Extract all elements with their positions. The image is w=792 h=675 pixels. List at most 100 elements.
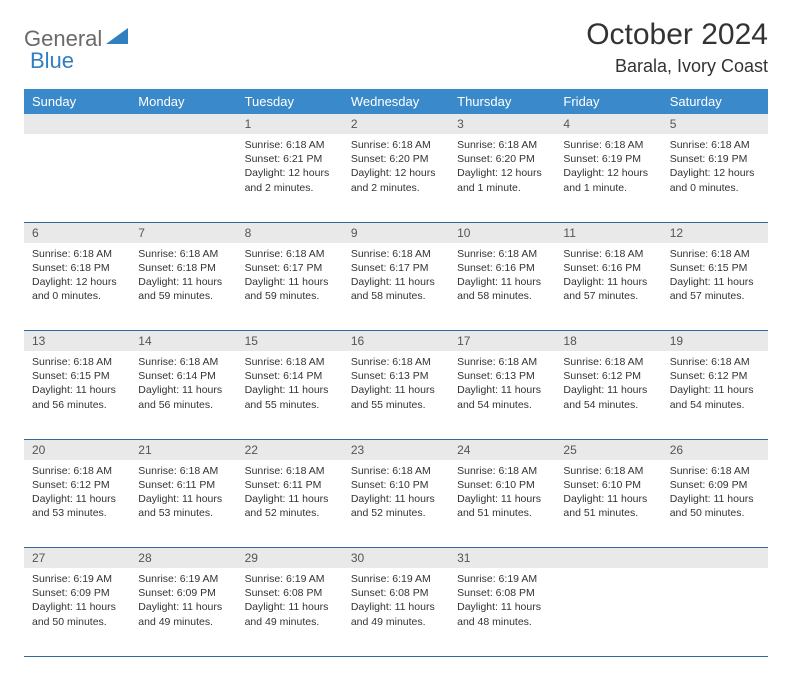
sunset-line: Sunset: 6:10 PM (457, 478, 547, 492)
daylight-line: Daylight: 11 hours and 52 minutes. (245, 492, 335, 520)
day-body-row: Sunrise: 6:18 AMSunset: 6:15 PMDaylight:… (24, 351, 768, 439)
sunrise-line: Sunrise: 6:18 AM (245, 355, 335, 369)
day-details: Sunrise: 6:18 AMSunset: 6:19 PMDaylight:… (555, 134, 661, 201)
day-cell: Sunrise: 6:18 AMSunset: 6:10 PMDaylight:… (449, 460, 555, 548)
sunrise-line: Sunrise: 6:18 AM (457, 138, 547, 152)
daylight-line: Daylight: 11 hours and 51 minutes. (457, 492, 547, 520)
sunset-line: Sunset: 6:19 PM (670, 152, 760, 166)
day-body-row: Sunrise: 6:19 AMSunset: 6:09 PMDaylight:… (24, 568, 768, 656)
day-number: 12 (662, 222, 768, 243)
day-number: 16 (343, 331, 449, 352)
day-cell: Sunrise: 6:18 AMSunset: 6:19 PMDaylight:… (555, 134, 661, 222)
sunset-line: Sunset: 6:14 PM (138, 369, 228, 383)
day-number: 27 (24, 548, 130, 569)
day-body-row: Sunrise: 6:18 AMSunset: 6:21 PMDaylight:… (24, 134, 768, 222)
day-details: Sunrise: 6:18 AMSunset: 6:18 PMDaylight:… (24, 243, 130, 310)
daylight-line: Daylight: 11 hours and 53 minutes. (32, 492, 122, 520)
day-cell: Sunrise: 6:18 AMSunset: 6:21 PMDaylight:… (237, 134, 343, 222)
day-number: 14 (130, 331, 236, 352)
day-cell: Sunrise: 6:18 AMSunset: 6:15 PMDaylight:… (662, 243, 768, 331)
daylight-line: Daylight: 12 hours and 0 minutes. (670, 166, 760, 194)
daylight-line: Daylight: 11 hours and 53 minutes. (138, 492, 228, 520)
day-details: Sunrise: 6:18 AMSunset: 6:15 PMDaylight:… (662, 243, 768, 310)
sunrise-line: Sunrise: 6:19 AM (32, 572, 122, 586)
day-details: Sunrise: 6:18 AMSunset: 6:09 PMDaylight:… (662, 460, 768, 527)
day-details: Sunrise: 6:18 AMSunset: 6:13 PMDaylight:… (343, 351, 449, 418)
daylight-line: Daylight: 11 hours and 59 minutes. (138, 275, 228, 303)
sunset-line: Sunset: 6:09 PM (670, 478, 760, 492)
daylight-line: Daylight: 11 hours and 57 minutes. (563, 275, 653, 303)
day-cell: Sunrise: 6:18 AMSunset: 6:13 PMDaylight:… (449, 351, 555, 439)
day-cell: Sunrise: 6:18 AMSunset: 6:12 PMDaylight:… (24, 460, 130, 548)
day-cell (24, 134, 130, 222)
day-details: Sunrise: 6:18 AMSunset: 6:17 PMDaylight:… (237, 243, 343, 310)
daylight-line: Daylight: 11 hours and 57 minutes. (670, 275, 760, 303)
sunrise-line: Sunrise: 6:18 AM (32, 355, 122, 369)
day-number: 4 (555, 114, 661, 134)
sunset-line: Sunset: 6:14 PM (245, 369, 335, 383)
day-details: Sunrise: 6:18 AMSunset: 6:10 PMDaylight:… (449, 460, 555, 527)
daylight-line: Daylight: 11 hours and 49 minutes. (351, 600, 441, 628)
day-cell: Sunrise: 6:18 AMSunset: 6:15 PMDaylight:… (24, 351, 130, 439)
day-number: 10 (449, 222, 555, 243)
sunrise-line: Sunrise: 6:18 AM (245, 464, 335, 478)
sunrise-line: Sunrise: 6:18 AM (138, 247, 228, 261)
day-cell: Sunrise: 6:18 AMSunset: 6:16 PMDaylight:… (555, 243, 661, 331)
sunset-line: Sunset: 6:10 PM (351, 478, 441, 492)
day-details: Sunrise: 6:19 AMSunset: 6:09 PMDaylight:… (130, 568, 236, 635)
day-number: 13 (24, 331, 130, 352)
sunrise-line: Sunrise: 6:19 AM (351, 572, 441, 586)
day-number-row: 2728293031 (24, 548, 768, 569)
day-details: Sunrise: 6:18 AMSunset: 6:11 PMDaylight:… (130, 460, 236, 527)
sunrise-line: Sunrise: 6:18 AM (245, 247, 335, 261)
sunset-line: Sunset: 6:13 PM (457, 369, 547, 383)
sunrise-line: Sunrise: 6:19 AM (245, 572, 335, 586)
day-cell: Sunrise: 6:18 AMSunset: 6:17 PMDaylight:… (237, 243, 343, 331)
sunset-line: Sunset: 6:11 PM (138, 478, 228, 492)
sunset-line: Sunset: 6:17 PM (351, 261, 441, 275)
daylight-line: Daylight: 11 hours and 50 minutes. (670, 492, 760, 520)
sunrise-line: Sunrise: 6:18 AM (351, 138, 441, 152)
brand-triangle-icon (106, 28, 132, 51)
day-number: 22 (237, 439, 343, 460)
daylight-line: Daylight: 11 hours and 50 minutes. (32, 600, 122, 628)
day-cell: Sunrise: 6:18 AMSunset: 6:19 PMDaylight:… (662, 134, 768, 222)
day-details: Sunrise: 6:19 AMSunset: 6:09 PMDaylight:… (24, 568, 130, 635)
day-number: 2 (343, 114, 449, 134)
weekday-header-row: Sunday Monday Tuesday Wednesday Thursday… (24, 89, 768, 114)
weekday-header: Wednesday (343, 89, 449, 114)
day-number (662, 548, 768, 569)
sunset-line: Sunset: 6:12 PM (670, 369, 760, 383)
day-number (24, 114, 130, 134)
sunset-line: Sunset: 6:12 PM (32, 478, 122, 492)
brand-part2: Blue (30, 48, 74, 73)
day-details: Sunrise: 6:19 AMSunset: 6:08 PMDaylight:… (449, 568, 555, 635)
sunrise-line: Sunrise: 6:18 AM (245, 138, 335, 152)
day-cell: Sunrise: 6:18 AMSunset: 6:18 PMDaylight:… (24, 243, 130, 331)
weekday-header: Monday (130, 89, 236, 114)
day-number (555, 548, 661, 569)
day-details: Sunrise: 6:18 AMSunset: 6:19 PMDaylight:… (662, 134, 768, 201)
day-details: Sunrise: 6:18 AMSunset: 6:21 PMDaylight:… (237, 134, 343, 201)
daylight-line: Daylight: 12 hours and 2 minutes. (245, 166, 335, 194)
day-number: 30 (343, 548, 449, 569)
day-details: Sunrise: 6:18 AMSunset: 6:14 PMDaylight:… (237, 351, 343, 418)
day-number: 24 (449, 439, 555, 460)
day-details: Sunrise: 6:19 AMSunset: 6:08 PMDaylight:… (343, 568, 449, 635)
day-cell: Sunrise: 6:18 AMSunset: 6:13 PMDaylight:… (343, 351, 449, 439)
day-cell: Sunrise: 6:18 AMSunset: 6:17 PMDaylight:… (343, 243, 449, 331)
header: General October 2024 Barala, Ivory Coast (24, 18, 768, 77)
weekday-header: Friday (555, 89, 661, 114)
day-details: Sunrise: 6:18 AMSunset: 6:12 PMDaylight:… (555, 351, 661, 418)
daylight-line: Daylight: 11 hours and 51 minutes. (563, 492, 653, 520)
day-number: 20 (24, 439, 130, 460)
weekday-header: Thursday (449, 89, 555, 114)
day-number: 19 (662, 331, 768, 352)
day-cell: Sunrise: 6:19 AMSunset: 6:08 PMDaylight:… (449, 568, 555, 656)
day-cell (130, 134, 236, 222)
day-details: Sunrise: 6:19 AMSunset: 6:08 PMDaylight:… (237, 568, 343, 635)
sunset-line: Sunset: 6:20 PM (351, 152, 441, 166)
day-details: Sunrise: 6:18 AMSunset: 6:20 PMDaylight:… (343, 134, 449, 201)
day-cell: Sunrise: 6:18 AMSunset: 6:11 PMDaylight:… (130, 460, 236, 548)
day-number-row: 6789101112 (24, 222, 768, 243)
